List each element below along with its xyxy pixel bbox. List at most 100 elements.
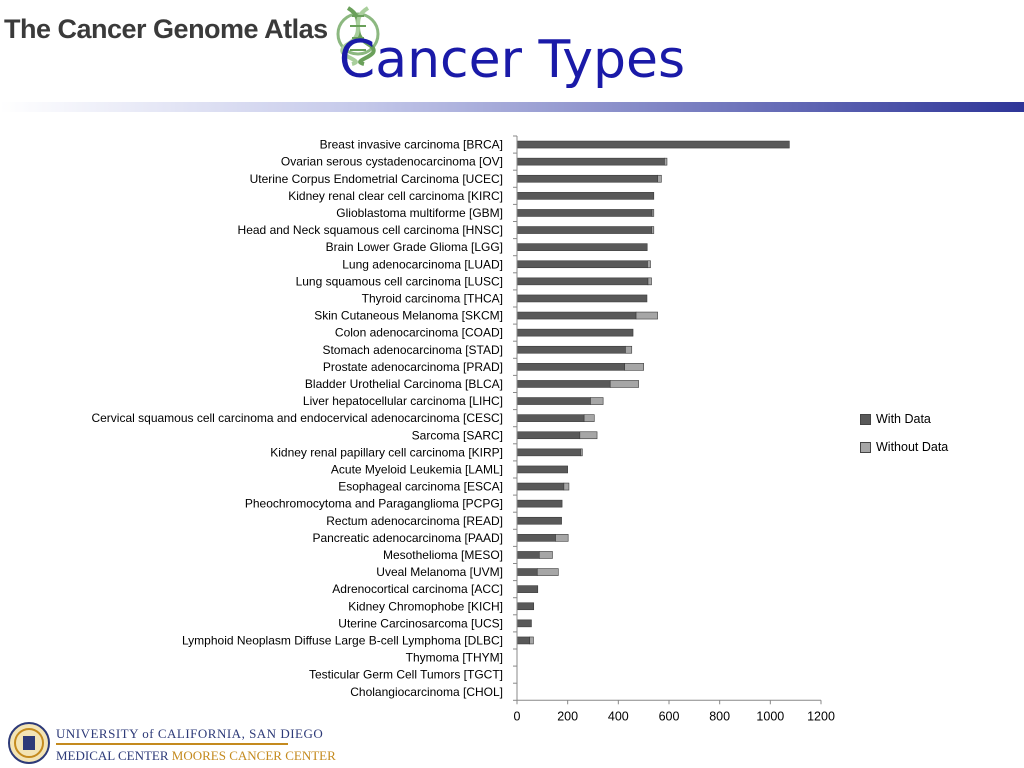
bar-with-data [516, 568, 538, 576]
bar-without-data [579, 431, 598, 440]
bar-without-data [651, 226, 655, 234]
category-label: Kidney renal clear cell carcinoma [KIRC] [288, 189, 503, 203]
bar-with-data [516, 192, 655, 200]
bar-with-data [516, 397, 591, 405]
bar-without-data [647, 260, 651, 269]
university-seal-icon [8, 722, 50, 764]
bar-without-data [647, 277, 652, 286]
bar-without-data [635, 311, 658, 320]
bar-with-data [516, 345, 626, 354]
bar-with-data [516, 363, 625, 371]
x-tick-label: 400 [608, 709, 629, 723]
slide-title: Cancer Types [338, 30, 686, 90]
bar-without-data [624, 363, 644, 371]
category-label: Esophageal carcinoma [ESCA] [338, 480, 503, 494]
category-label: Skin Cutaneous Melanoma [SKCM] [314, 309, 503, 323]
category-label: Testicular Germ Cell Tumors [TGCT] [309, 668, 503, 682]
category-label: Lymphoid Neoplasm Diffuse Large B-cell L… [182, 633, 503, 647]
x-tick-label: 1000 [756, 709, 784, 723]
category-label: Stomach adenocarcinoma [STAD] [322, 343, 503, 357]
legend-label-with-data: With Data [876, 412, 931, 426]
chart-legend: With Data Without Data [860, 405, 948, 461]
category-label: Glioblastoma multiforme [GBM] [336, 206, 503, 220]
legend-swatch-with-data [860, 413, 871, 425]
bar-with-data [516, 465, 568, 474]
category-label: Adrenocortical carcinoma [ACC] [332, 582, 503, 596]
bar-with-data [516, 380, 611, 388]
legend-swatch-without-data [860, 441, 871, 453]
bar-with-data [516, 551, 540, 559]
dna-helix-icon [336, 6, 380, 66]
bar-with-data [516, 328, 634, 337]
x-tick-label: 0 [514, 709, 521, 723]
bar-with-data [516, 516, 562, 525]
category-label: Breast invasive carcinoma [BRCA] [320, 138, 503, 152]
bar-with-data [516, 534, 556, 542]
category-label: Kidney Chromophobe [KICH] [348, 599, 503, 613]
category-label: Uterine Corpus Endometrial Carcinoma [UC… [250, 172, 503, 186]
bar-with-data [516, 602, 535, 611]
bar-without-data [664, 157, 668, 166]
bar-with-data [516, 311, 637, 320]
category-label: Ovarian serous cystadenocarcinoma [OV] [281, 155, 503, 169]
category-label: Prostate adenocarcinoma [PRAD] [323, 360, 503, 374]
bar-with-data [516, 482, 565, 491]
category-label: Lung adenocarcinoma [LUAD] [342, 257, 503, 271]
category-label: Sarcoma [SARC] [412, 428, 503, 442]
bar-without-data [583, 414, 595, 422]
bar-with-data [516, 243, 648, 251]
bar-without-data [536, 568, 559, 576]
category-label: Bladder Urothelial Carcinoma [BLCA] [305, 377, 503, 391]
legend-label-without-data: Without Data [876, 440, 949, 454]
category-label: Uveal Melanoma [UVM] [376, 565, 503, 579]
title-divider [0, 102, 1024, 112]
bar-without-data [529, 636, 534, 645]
category-label: Lung squamous cell carcinoma [LUSC] [296, 274, 503, 288]
category-label: Colon adenocarcinoma [COAD] [335, 326, 503, 340]
bar-with-data [516, 636, 530, 645]
bar-without-data [625, 345, 633, 354]
bar-without-data [538, 551, 553, 559]
category-label: Cholangiocarcinoma [CHOL] [350, 685, 503, 699]
ucsd-logo: UNIVERSITY of CALIFORNIA, SAN DIEGO MEDI… [8, 722, 336, 766]
x-tick-label: 200 [557, 709, 578, 723]
category-label: Brain Lower Grade Glioma [LGG] [326, 240, 503, 254]
tcga-logo-text: The Cancer Genome Atlas [4, 14, 328, 44]
category-label: Acute Myeloid Leukemia [LAML] [331, 462, 503, 476]
bar-with-data [516, 448, 582, 457]
category-label: Thymoma [THYM] [406, 651, 503, 665]
category-label: Rectum adenocarcinoma [READ] [326, 514, 503, 528]
category-label: Thyroid carcinoma [THCA] [362, 291, 503, 305]
center-name: MEDICAL CENTER MOORES CANCER CENTER [56, 748, 336, 764]
bar-with-data [516, 619, 532, 628]
bar-with-data [516, 277, 649, 286]
category-label: Uterine Carcinosarcoma [UCS] [338, 616, 503, 630]
center-name-part1: MEDICAL CENTER [56, 748, 169, 763]
bar-with-data [516, 260, 648, 269]
bar-with-data [516, 209, 653, 217]
bar-without-data [590, 397, 604, 405]
footer-divider [56, 743, 288, 745]
bar-with-data [516, 174, 658, 183]
center-name-part2: MOORES CANCER CENTER [171, 748, 336, 763]
x-tick-label: 600 [659, 709, 680, 723]
bar-without-data [651, 209, 655, 217]
bar-with-data [516, 157, 665, 166]
category-label: Mesothelioma [MESO] [383, 548, 503, 562]
bar-with-data [516, 431, 581, 440]
bar-without-data [609, 380, 639, 388]
category-label: Liver hepatocellular carcinoma [LIHC] [303, 394, 503, 408]
bar-without-data [555, 534, 569, 542]
bar-with-data [516, 585, 539, 593]
category-label: Kidney renal papillary cell carcinoma [K… [270, 445, 503, 459]
bar-with-data [516, 414, 585, 422]
x-tick-label: 800 [709, 709, 730, 723]
bar-chart: Breast invasive carcinoma [BRCA] Ovarian … [91, 135, 835, 723]
bar-without-data [563, 482, 570, 491]
bar-with-data [516, 140, 790, 149]
bar-without-data [580, 448, 583, 457]
bar-with-data [516, 499, 563, 508]
category-label: Pheochromocytoma and Paraganglioma [PCPG… [245, 497, 503, 511]
category-label: Head and Neck squamous cell carcinoma [H… [238, 223, 503, 237]
bar-without-data [657, 174, 662, 183]
